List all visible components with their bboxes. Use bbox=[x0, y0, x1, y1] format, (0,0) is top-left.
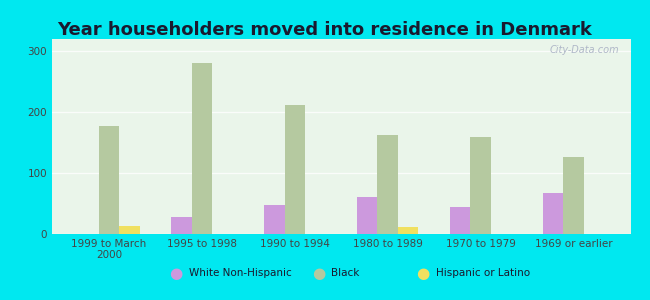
Text: ●: ● bbox=[169, 266, 182, 280]
Bar bbox=[357, 197, 378, 234]
Bar bbox=[285, 105, 305, 234]
Text: Hispanic or Latino: Hispanic or Latino bbox=[436, 268, 530, 278]
Bar bbox=[450, 207, 471, 234]
Text: ●: ● bbox=[416, 266, 429, 280]
Bar bbox=[471, 136, 491, 234]
Text: Black: Black bbox=[332, 268, 360, 278]
Bar bbox=[543, 193, 564, 234]
Text: Year householders moved into residence in Denmark: Year householders moved into residence i… bbox=[58, 21, 592, 39]
Bar bbox=[99, 126, 119, 234]
Bar bbox=[119, 226, 140, 234]
Bar bbox=[564, 157, 584, 234]
Text: White Non-Hispanic: White Non-Hispanic bbox=[188, 268, 291, 278]
Text: ●: ● bbox=[312, 266, 325, 280]
Bar bbox=[378, 135, 398, 234]
Bar bbox=[264, 206, 285, 234]
Bar bbox=[171, 217, 192, 234]
Bar bbox=[398, 227, 419, 234]
Bar bbox=[192, 63, 212, 234]
Text: City-Data.com: City-Data.com bbox=[549, 45, 619, 55]
